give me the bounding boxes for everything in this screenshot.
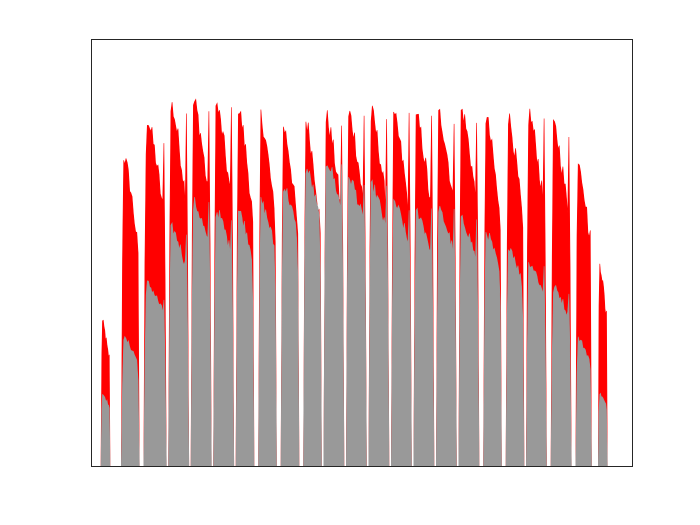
lower-burst-23 (597, 392, 608, 467)
lower-burst-21 (550, 284, 572, 467)
plot-area (100, 98, 608, 467)
lower-burst-22 (575, 336, 592, 467)
lower-burst-11 (323, 164, 345, 467)
lower-burst-4 (168, 222, 190, 467)
lower-burst-20 (525, 262, 547, 467)
lower-burst-2 (120, 335, 140, 467)
lower-burst-14 (390, 198, 412, 467)
lower-burst-10 (303, 168, 322, 467)
lower-burst-13 (368, 179, 390, 467)
lower-burst-12 (345, 176, 367, 467)
lower-burst-16 (436, 205, 457, 467)
lower-burst-19 (505, 247, 525, 467)
lower-burst-5 (190, 196, 212, 467)
lower-burst-18 (483, 232, 502, 467)
lower-burst-9 (280, 188, 300, 467)
lower-burst-8 (258, 196, 277, 467)
lower-burst-15 (413, 207, 435, 467)
lower-burst-6 (213, 210, 235, 467)
axes-frame (91, 39, 633, 467)
lower-burst-1 (100, 393, 111, 467)
lower-burst-17 (458, 214, 480, 467)
lower-burst-7 (235, 210, 255, 467)
lower-series-group (100, 164, 608, 467)
lower-burst-3 (143, 280, 167, 467)
